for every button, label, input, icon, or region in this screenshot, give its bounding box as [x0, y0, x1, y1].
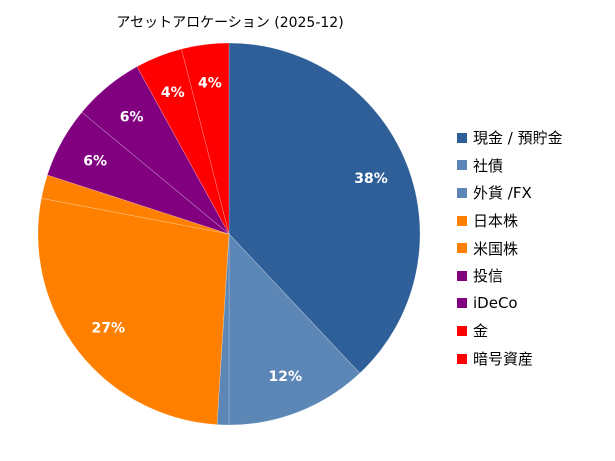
data-label: 27%: [92, 321, 126, 337]
legend-swatch: [457, 270, 467, 281]
legend-label: 米国株: [473, 239, 519, 258]
pie-slice: [37, 197, 230, 425]
data-label: 12%: [268, 369, 302, 385]
legend-swatch: [457, 298, 467, 309]
pie-slice: [46, 111, 230, 235]
legend-swatch: [457, 243, 467, 254]
legend-item: iDeCo: [457, 290, 563, 318]
legend: 現金 / 預貯金 社債外貨 /FX 日本株米国株投信 iDeCo 金暗号資産: [457, 124, 563, 372]
legend-label: 現金 / 預貯金: [473, 129, 563, 148]
pie-slice: [228, 233, 361, 426]
legend-label: 投信: [473, 267, 504, 286]
legend-label: 日本株: [473, 212, 519, 231]
pie-slice: [41, 174, 230, 235]
legend-label: iDeCo: [473, 294, 518, 313]
legend-swatch: [457, 325, 467, 336]
legend-swatch: [457, 215, 467, 226]
legend-label: 暗号資産: [473, 350, 534, 369]
data-label: 4%: [198, 75, 222, 91]
data-label: 38%: [354, 171, 388, 187]
legend-item: 現金 / 預貯金: [457, 124, 563, 152]
legend-item: 米国株: [457, 234, 563, 262]
pie-slice: [228, 42, 421, 374]
legend-swatch: [457, 160, 467, 171]
pie-slice: [181, 42, 230, 235]
legend-item: 金: [457, 317, 563, 345]
chart-title: アセットアロケーション (2025-12): [116, 15, 344, 31]
pie-slice: [81, 66, 230, 235]
legend-label: 社債: [473, 156, 504, 175]
pie-slice: [216, 233, 230, 426]
pie-slice: [136, 48, 230, 235]
legend-item: 投信: [457, 262, 563, 290]
legend-label: 外貨 /FX: [473, 184, 532, 203]
legend-item: 暗号資産: [457, 345, 563, 373]
legend-swatch: [457, 187, 467, 198]
legend-label: 金: [473, 322, 489, 341]
legend-item: 日本株: [457, 207, 563, 235]
data-label: 6%: [83, 153, 107, 169]
legend-item: 社債: [457, 152, 563, 180]
legend-swatch: [457, 132, 467, 143]
legend-item: 外貨 /FX: [457, 179, 563, 207]
data-label: 4%: [161, 85, 185, 101]
data-label: 6%: [120, 109, 144, 125]
legend-swatch: [457, 353, 467, 364]
